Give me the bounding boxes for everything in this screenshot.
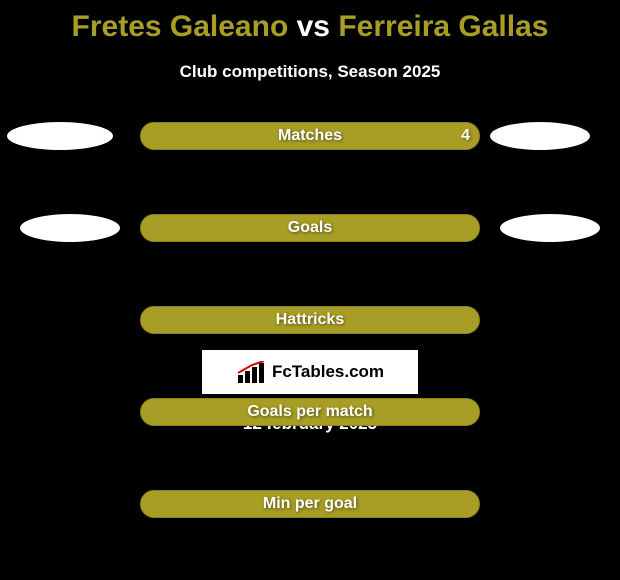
stat-row: Goals per match bbox=[0, 398, 620, 444]
stat-row: Min per goal bbox=[0, 490, 620, 536]
right-ellipse bbox=[500, 214, 600, 242]
stat-row: Hattricks bbox=[0, 306, 620, 352]
player1-name: Fretes Galeano bbox=[72, 10, 289, 43]
logo-text: FcTables.com bbox=[272, 362, 384, 382]
stat-row: Goals bbox=[0, 214, 620, 260]
stat-label: Min per goal bbox=[0, 495, 620, 513]
subtitle: Club competitions, Season 2025 bbox=[0, 62, 620, 82]
right-ellipse bbox=[490, 122, 590, 150]
stat-row: Matches4 bbox=[0, 122, 620, 168]
page-title: Fretes Galeano vs Ferreira Gallas bbox=[0, 0, 620, 44]
logo-box: FcTables.com bbox=[202, 350, 418, 394]
stat-value: 4 bbox=[461, 127, 470, 145]
stat-label: Goals per match bbox=[0, 403, 620, 421]
vs-text: vs bbox=[297, 10, 330, 43]
player2-name: Ferreira Gallas bbox=[338, 10, 548, 43]
logo-chart-icon bbox=[236, 361, 266, 383]
chart-area: Matches4GoalsHattricksGoals per matchMin… bbox=[0, 122, 620, 352]
stat-label: Hattricks bbox=[0, 311, 620, 329]
